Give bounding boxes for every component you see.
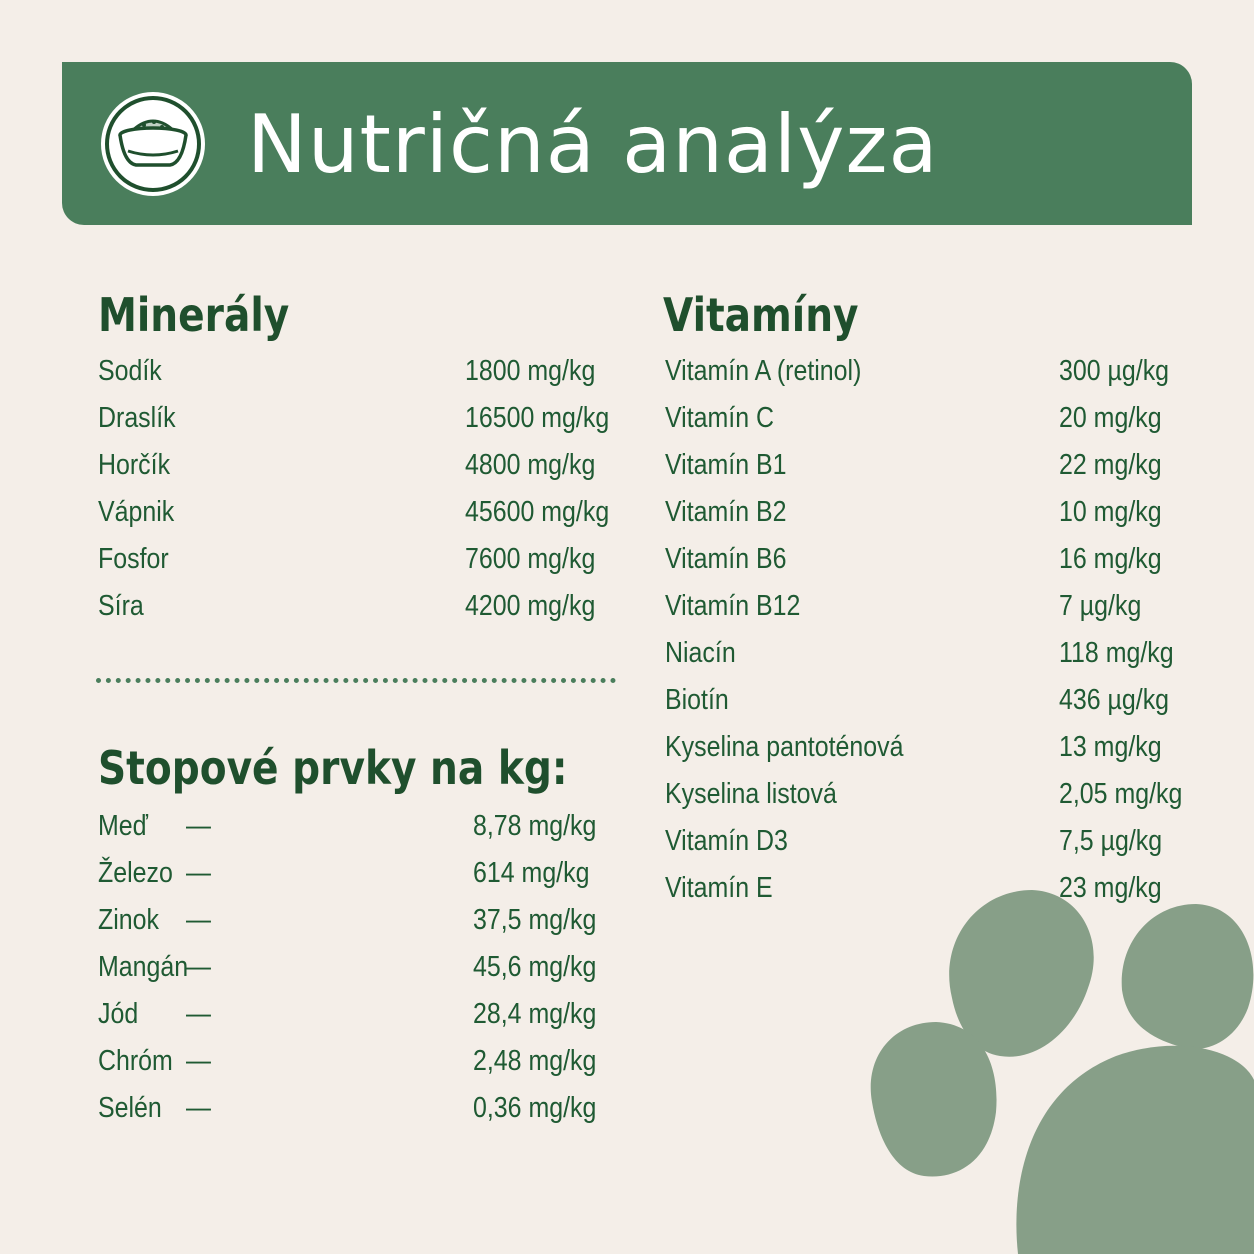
trace-value: 2,48 mg/kg [473,1045,597,1077]
vitamin-label: Kyselina listová [665,778,837,810]
vitamins-list: Vitamín A (retinol) 300 µg/kg Vitamín C 20… [665,348,1225,912]
trace-row: Chróm — 2,48 mg/kg [98,1038,618,1085]
trace-row: Meď — 8,78 mg/kg [98,803,618,850]
vitamin-row: Biotín 436 µg/kg [665,677,1225,724]
trace-label: Meď [98,810,148,842]
mineral-value: 4800 mg/kg [465,449,596,481]
mineral-row: Draslík 16500 mg/kg [98,395,618,442]
vitamin-label: Vitamín B2 [665,496,787,528]
trace-label: Železo [98,857,173,889]
vitamins-heading: Vitamíny [663,288,859,342]
mineral-value: 4200 mg/kg [465,590,596,622]
trace-row: Zinok — 37,5 mg/kg [98,897,618,944]
minerals-list: Sodík 1800 mg/kg Draslík 16500 mg/kg Horčí… [98,348,618,630]
trace-dash: — [186,904,211,936]
trace-value: 45,6 mg/kg [473,951,597,983]
vitamin-value: 22 mg/kg [1059,449,1162,481]
vitamin-value: 300 µg/kg [1059,355,1170,387]
trace-label: Jód [98,998,139,1030]
food-bowl-icon [101,92,205,196]
vitamin-label: Niacín [665,637,736,669]
trace-row: Mangán — 45,6 mg/kg [98,944,618,991]
trace-row: Železo — 614 mg/kg [98,850,618,897]
mineral-label: Horčík [98,449,171,481]
mineral-row: Fosfor 7600 mg/kg [98,536,618,583]
vitamin-row: Vitamín B12 7 µg/kg [665,583,1225,630]
vitamin-label: Vitamín B12 [665,590,801,622]
trace-elements-heading: Stopové prvky na kg: [98,741,568,795]
paw-print-icon [870,890,1254,1254]
section-divider [96,678,616,683]
vitamin-value: 23 mg/kg [1059,872,1162,904]
vitamin-label: Vitamín B6 [665,543,787,575]
vitamin-row: Niacín 118 mg/kg [665,630,1225,677]
trace-dash: — [186,951,211,983]
trace-row: Jód — 28,4 mg/kg [98,991,618,1038]
mineral-row: Vápnik 45600 mg/kg [98,489,618,536]
mineral-label: Draslík [98,402,176,434]
vitamin-value: 13 mg/kg [1059,731,1162,763]
vitamin-label: Vitamín B1 [665,449,787,481]
mineral-value: 45600 mg/kg [465,496,610,528]
vitamin-label: Vitamín C [665,402,775,434]
vitamin-value: 2,05 mg/kg [1059,778,1183,810]
vitamin-value: 7 µg/kg [1059,590,1142,622]
vitamin-label: Vitamín D3 [665,825,788,857]
vitamin-value: 16 mg/kg [1059,543,1162,575]
vitamin-value: 7,5 µg/kg [1059,825,1163,857]
mineral-row: Sodík 1800 mg/kg [98,348,618,395]
vitamin-row: Vitamín B6 16 mg/kg [665,536,1225,583]
trace-dash: — [186,810,211,842]
vitamin-row: Vitamín D3 7,5 µg/kg [665,818,1225,865]
mineral-row: Horčík 4800 mg/kg [98,442,618,489]
trace-label: Zinok [98,904,159,936]
vitamin-row: Kyselina pantoténová 13 mg/kg [665,724,1225,771]
vitamin-label: Biotín [665,684,729,716]
vitamin-row: Vitamín A (retinol) 300 µg/kg [665,348,1225,395]
vitamin-row: Kyselina listová 2,05 mg/kg [665,771,1225,818]
mineral-label: Fosfor [98,543,169,575]
trace-value: 614 mg/kg [473,857,590,889]
trace-value: 8,78 mg/kg [473,810,597,842]
trace-dash: — [186,857,211,889]
trace-label: Chróm [98,1045,173,1077]
vitamin-row: Vitamín B2 10 mg/kg [665,489,1225,536]
mineral-value: 7600 mg/kg [465,543,596,575]
vitamin-value: 10 mg/kg [1059,496,1162,528]
vitamin-row: Vitamín B1 22 mg/kg [665,442,1225,489]
vitamin-label: Vitamín E [665,872,773,904]
mineral-value: 16500 mg/kg [465,402,610,434]
vitamin-value: 20 mg/kg [1059,402,1162,434]
mineral-label: Síra [98,590,144,622]
mineral-value: 1800 mg/kg [465,355,596,387]
mineral-label: Sodík [98,355,162,387]
mineral-row: Síra 4200 mg/kg [98,583,618,630]
trace-dash: — [186,998,211,1030]
trace-label: Mangán [98,951,189,983]
trace-dash: — [186,1092,211,1124]
vitamin-value: 118 mg/kg [1059,637,1174,669]
header-banner: Nutričná analýza [62,62,1192,225]
vitamin-label: Vitamín A (retinol) [665,355,862,387]
vitamin-value: 436 µg/kg [1059,684,1170,716]
trace-label: Selén [98,1092,162,1124]
vitamin-label: Kyselina pantoténová [665,731,904,763]
trace-value: 28,4 mg/kg [473,998,597,1030]
trace-value: 0,36 mg/kg [473,1092,597,1124]
trace-row: Selén — 0,36 mg/kg [98,1085,618,1132]
minerals-heading: Minerály [98,288,290,342]
page-title: Nutričná analýza [247,98,939,191]
mineral-label: Vápnik [98,496,175,528]
trace-elements-list: Meď — 8,78 mg/kg Železo — 614 mg/kg Zinok — 37… [98,803,618,1132]
vitamin-row: Vitamín E 23 mg/kg [665,865,1225,912]
trace-value: 37,5 mg/kg [473,904,597,936]
trace-dash: — [186,1045,211,1077]
vitamin-row: Vitamín C 20 mg/kg [665,395,1225,442]
